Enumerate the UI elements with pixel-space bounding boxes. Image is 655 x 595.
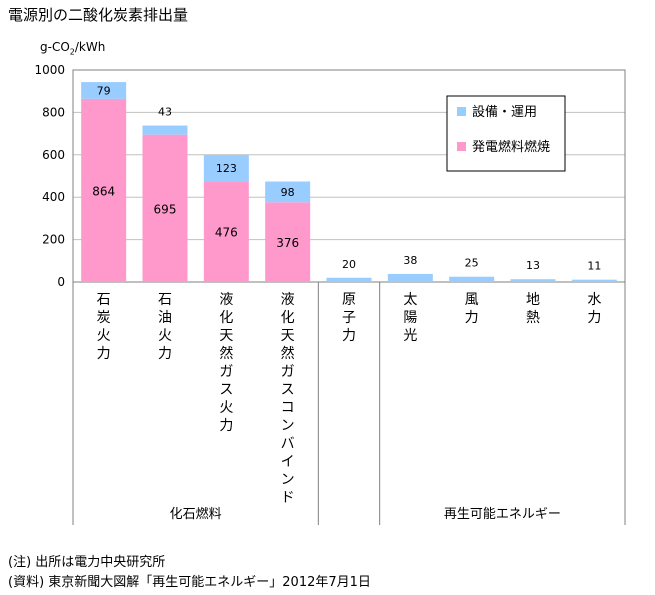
x-category-label: 石炭火力 [97, 292, 111, 362]
data-label-facility: 123 [216, 162, 237, 175]
y-axis-unit: g-CO2/kWh [40, 40, 106, 57]
bar-facility [265, 181, 311, 203]
data-label-facility: 25 [465, 257, 479, 270]
legend-label: 発電燃料燃焼 [472, 139, 550, 155]
data-label-fuel: 476 [215, 226, 238, 240]
y-tick-label: 1000 [34, 63, 65, 77]
y-tick-label: 0 [57, 275, 65, 289]
y-tick-label: 200 [42, 233, 65, 247]
bar-facility [81, 82, 127, 99]
reference-note: (資料) 東京新聞大図解「再生可能エネルギー」2012年7月1日 [8, 575, 371, 590]
bar-facility [571, 279, 617, 282]
legend-box [446, 95, 566, 172]
data-label-facility: 79 [97, 84, 111, 97]
bar-fuel [265, 202, 311, 282]
y-tick-label: 800 [42, 105, 65, 119]
x-category-label: 石油火力 [158, 292, 172, 362]
data-label-facility: 13 [526, 259, 540, 272]
bar-fuel [81, 98, 127, 282]
legend-swatch [457, 107, 466, 116]
bar-facility [326, 277, 372, 282]
data-label-facility: 98 [281, 186, 295, 199]
data-label-facility: 38 [403, 254, 417, 267]
data-label-facility: 43 [158, 106, 172, 119]
bar-facility [387, 273, 433, 282]
bar-fuel [203, 181, 249, 282]
data-label-fuel: 695 [154, 202, 177, 216]
data-label-fuel: 376 [276, 236, 299, 250]
data-label-fuel: 864 [92, 184, 115, 198]
bar-fuel [142, 134, 188, 282]
group-label: 再生可能エネルギー [444, 507, 561, 522]
chart-title: 電源別の二酸化炭素排出量 [8, 6, 189, 24]
data-label-facility: 11 [587, 260, 601, 273]
y-tick-label: 600 [42, 148, 65, 162]
x-category-label: 風力 [465, 292, 479, 326]
legend-label: 設備・運用 [472, 104, 537, 120]
x-category-label: 原子力 [342, 292, 356, 344]
y-tick-label: 400 [42, 190, 65, 204]
bar-facility [510, 279, 556, 282]
x-category-label: 太陽光 [403, 292, 417, 344]
x-category-label: 水力 [587, 292, 601, 326]
bar-facility [142, 125, 188, 135]
group-label: 化石燃料 [170, 506, 222, 522]
data-label-facility: 20 [342, 258, 356, 271]
x-category-label: 液化天然ガスコンバインド [281, 292, 295, 506]
legend-swatch [457, 142, 466, 151]
source-note: (注) 出所は電力中央研究所 [8, 555, 166, 570]
x-category-label: 液化天然ガス火力 [219, 292, 233, 434]
x-category-label: 地熱 [526, 292, 540, 326]
bar-facility [449, 276, 495, 282]
bar-facility [203, 155, 249, 182]
